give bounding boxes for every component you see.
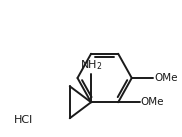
Text: OMe: OMe [154,73,178,83]
Text: HCl: HCl [14,115,33,125]
Text: OMe: OMe [141,97,164,107]
Text: NH$_2$: NH$_2$ [80,58,102,72]
